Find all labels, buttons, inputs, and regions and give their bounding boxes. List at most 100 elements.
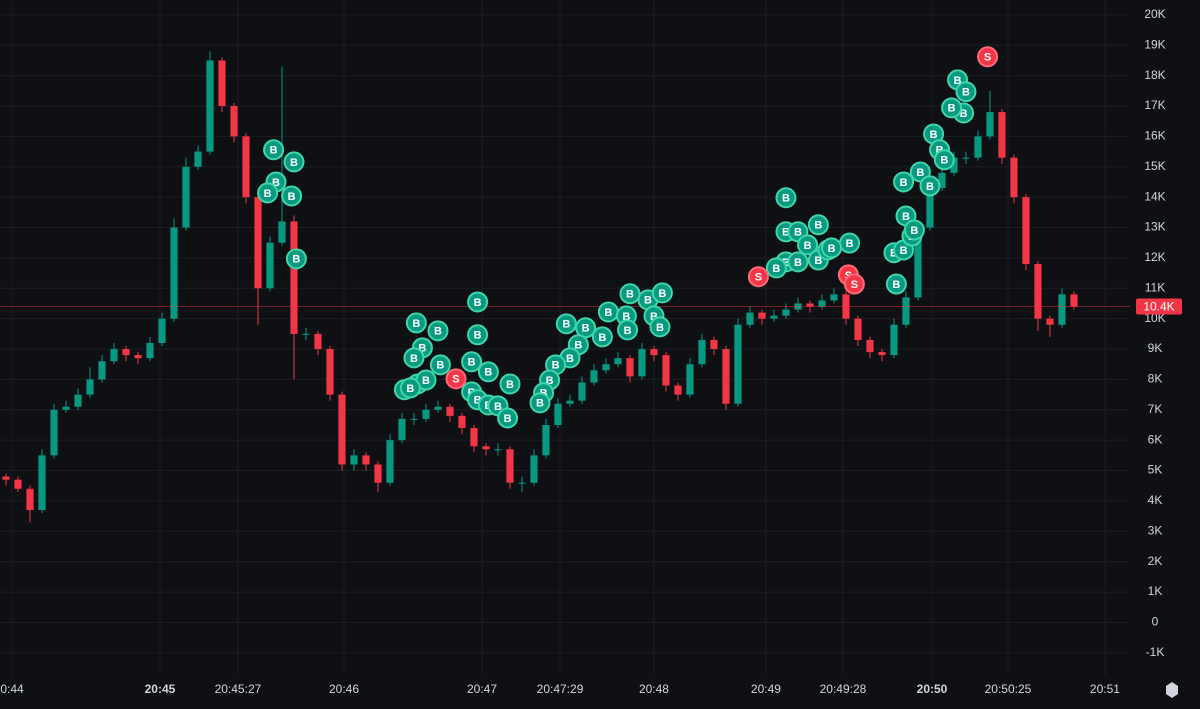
candle bbox=[14, 476, 22, 492]
candle bbox=[254, 194, 262, 325]
trade-marker: B bbox=[765, 257, 787, 279]
x-tick-label: 20:49 bbox=[751, 682, 781, 696]
candle-body bbox=[986, 112, 994, 137]
candle-body bbox=[830, 294, 838, 301]
trade-marker-label: B bbox=[622, 311, 630, 323]
trade-marker: B bbox=[893, 171, 915, 193]
candle bbox=[290, 215, 298, 380]
y-tick-label: 0 bbox=[1152, 615, 1159, 629]
trade-marker-label: B bbox=[804, 240, 812, 252]
candle bbox=[614, 352, 622, 368]
trade-marker-label: B bbox=[900, 245, 908, 257]
candle-body bbox=[854, 318, 862, 340]
candle bbox=[902, 291, 910, 328]
candle bbox=[194, 145, 202, 170]
candle bbox=[518, 476, 526, 492]
candle bbox=[86, 367, 94, 398]
candle bbox=[362, 452, 370, 471]
trade-marker-circle bbox=[429, 354, 451, 376]
x-tick-label: 20:50 bbox=[917, 682, 948, 696]
candle-body bbox=[1034, 263, 1042, 319]
candle bbox=[218, 57, 226, 113]
trade-marker: B bbox=[955, 81, 977, 103]
trade-marker-label: B bbox=[290, 157, 298, 169]
trade-marker-circle bbox=[649, 316, 671, 338]
candle-body bbox=[362, 455, 370, 465]
y-tick-label: 18K bbox=[1144, 68, 1165, 82]
settings-icon[interactable] bbox=[1166, 682, 1178, 698]
candle-body bbox=[506, 449, 514, 483]
y-tick-label: 11K bbox=[1145, 280, 1165, 294]
trade-marker-circle bbox=[797, 234, 819, 256]
trade-marker-circle bbox=[257, 182, 279, 204]
x-tick-label: 20:49:28 bbox=[820, 682, 867, 696]
y-tick-label: 2K bbox=[1148, 554, 1163, 568]
candle bbox=[446, 403, 454, 422]
trade-marker-label: B bbox=[930, 129, 938, 141]
candle bbox=[566, 394, 574, 407]
trade-marker-circle bbox=[281, 185, 303, 207]
candle bbox=[98, 355, 106, 383]
candle bbox=[590, 364, 598, 386]
trade-marker-circle bbox=[821, 237, 843, 259]
candle bbox=[146, 336, 154, 362]
trade-marker-circle bbox=[591, 326, 613, 348]
trade-marker: B bbox=[807, 214, 829, 236]
candle-body bbox=[542, 424, 550, 456]
candle-body bbox=[746, 312, 754, 325]
candle bbox=[278, 66, 286, 246]
trade-marker-label: B bbox=[474, 297, 482, 309]
candle-body bbox=[626, 358, 634, 377]
candle bbox=[962, 151, 970, 164]
candle bbox=[830, 288, 838, 304]
trade-marker-label: B bbox=[434, 326, 442, 338]
candle-body bbox=[698, 339, 706, 365]
candle-body bbox=[170, 227, 178, 319]
trade-marker-label: B bbox=[900, 177, 908, 189]
candle bbox=[506, 446, 514, 489]
candle bbox=[866, 336, 874, 359]
candle-body bbox=[890, 324, 898, 356]
candle bbox=[470, 424, 478, 453]
candle bbox=[974, 130, 982, 161]
candle bbox=[458, 412, 466, 435]
candle-body bbox=[530, 455, 538, 483]
trade-marker-label: B bbox=[814, 220, 822, 232]
trade-marker: B bbox=[467, 291, 489, 313]
candle bbox=[434, 400, 442, 413]
candle bbox=[2, 473, 10, 486]
candle-body bbox=[326, 349, 334, 395]
trade-marker-label: B bbox=[474, 330, 482, 342]
trade-marker-circle bbox=[263, 139, 285, 161]
trade-marker: B bbox=[885, 273, 907, 295]
candle-body bbox=[254, 197, 262, 289]
trade-marker-label: B bbox=[272, 177, 280, 189]
trade-marker-label: B bbox=[828, 243, 836, 255]
candle-body bbox=[206, 60, 214, 152]
trade-marker: B bbox=[283, 151, 305, 173]
trade-marker: B bbox=[467, 324, 489, 346]
candle-body bbox=[410, 418, 418, 420]
trade-marker-label: B bbox=[566, 353, 574, 365]
candle bbox=[674, 382, 682, 401]
trade-marker-circle bbox=[765, 257, 787, 279]
trade-marker-label: S bbox=[755, 272, 762, 284]
y-tick-label: 17K bbox=[1144, 98, 1165, 112]
trade-marker-label: B bbox=[960, 108, 968, 120]
candle bbox=[878, 349, 886, 362]
candle bbox=[170, 218, 178, 322]
trade-marker-circle bbox=[477, 361, 499, 383]
trade-marker: B bbox=[619, 283, 641, 305]
candle-body bbox=[734, 324, 742, 404]
trade-marker-circle bbox=[403, 347, 425, 369]
trade-marker: B bbox=[821, 237, 843, 259]
trade-marker-label: B bbox=[536, 398, 544, 410]
candle-body bbox=[638, 349, 646, 377]
trade-marker-label: B bbox=[418, 343, 426, 355]
candle-body bbox=[614, 358, 622, 365]
candle-body bbox=[806, 303, 814, 307]
trade-marker-circle bbox=[399, 377, 421, 399]
candle-body bbox=[914, 227, 922, 298]
candle-body bbox=[770, 315, 778, 319]
